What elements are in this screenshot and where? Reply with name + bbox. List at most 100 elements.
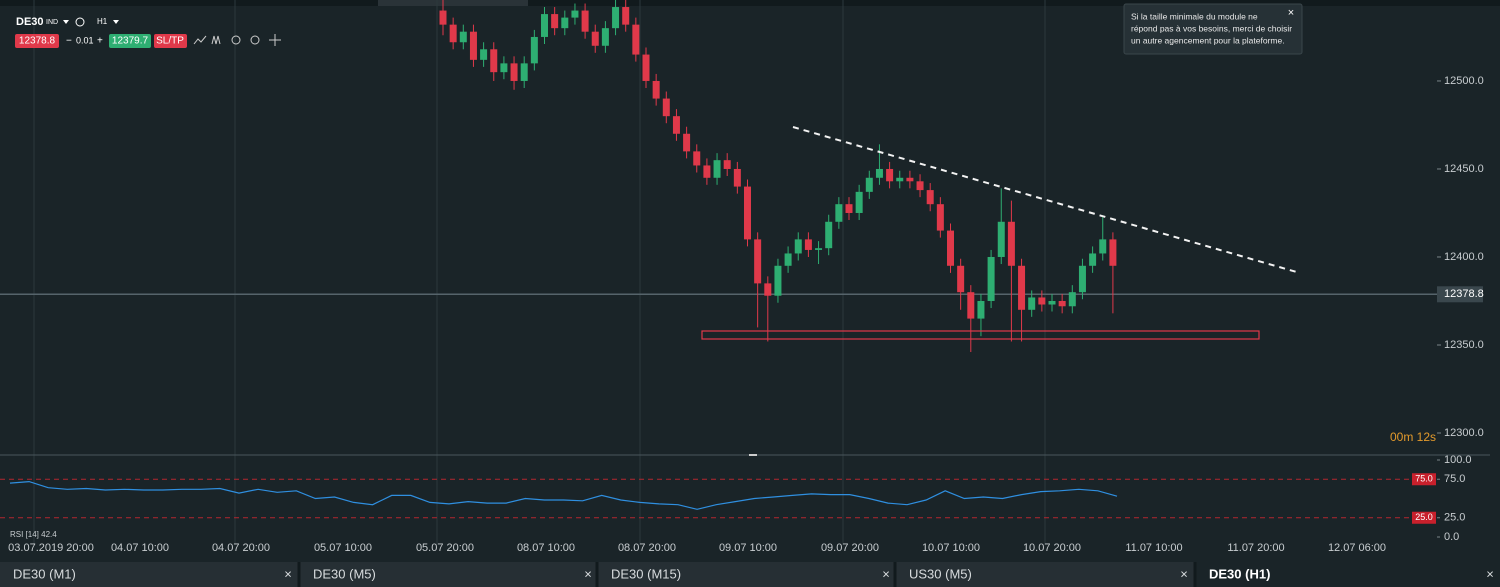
candle-body (612, 7, 620, 29)
info-icon[interactable] (75, 17, 85, 27)
toolbar: DE30 IND H1 12378.8 − 0.01 + 12379.7 SL/… (15, 16, 281, 48)
bid-price[interactable]: 12378.8 (19, 36, 56, 47)
chart-type-icon[interactable] (193, 35, 207, 45)
candle-body (754, 239, 762, 284)
candle-body (804, 239, 812, 250)
tooltip-box (1123, 3, 1303, 55)
level-badge (1412, 473, 1436, 486)
level-label: 25.0 (1415, 512, 1433, 522)
tab-close[interactable]: × (1180, 566, 1188, 581)
candle-body (1068, 292, 1076, 307)
timeframe[interactable]: H1 (97, 17, 108, 26)
tab-label[interactable]: DE30 (M15) (611, 566, 681, 581)
candle-body (774, 265, 782, 296)
candle-body (875, 168, 883, 178)
rsi-panel: 0.0 25.0 75.0 100.0 75.0 25.0 (0, 454, 1472, 543)
candle-body (581, 10, 589, 32)
candle-body (926, 190, 934, 205)
candle-body (784, 253, 792, 266)
tooltip-line: un autre agencement pour la plateforme. (1131, 35, 1285, 45)
candle-body (449, 24, 457, 43)
candle-body (825, 221, 833, 249)
tab-close[interactable]: × (284, 566, 292, 581)
y-tick-label: 12300.0 (1444, 427, 1484, 439)
symbol[interactable]: DE30 (16, 16, 44, 28)
tab-label[interactable]: US30 (M5) (909, 566, 972, 581)
x-tick-label: 11.07 10:00 (1125, 542, 1182, 554)
candle-body (896, 177, 904, 182)
candle-body (794, 239, 802, 254)
sltp-box[interactable] (154, 34, 187, 48)
candle-body (683, 133, 691, 152)
candle-body (855, 191, 863, 213)
x-tick-label: 09.07 10:00 (719, 542, 777, 554)
candle-body (1007, 221, 1015, 266)
candle-body (987, 256, 995, 301)
candle-body (490, 49, 498, 73)
candle-body (541, 14, 548, 37)
last-price-badge (1437, 286, 1483, 303)
candle-body (947, 230, 954, 266)
active-tab-bg (1196, 562, 1500, 587)
candle-body (865, 177, 873, 192)
x-tick-label: 05.07 10:00 (314, 542, 372, 554)
candle-body (510, 63, 518, 81)
sltp[interactable]: SL/TP (156, 36, 184, 47)
x-tick-label: 08.07 20:00 (618, 542, 676, 554)
candle-body (733, 168, 741, 187)
candle-body (936, 204, 944, 231)
y-tick-label: 100.0 (1444, 454, 1472, 466)
tab-close[interactable]: × (1486, 566, 1494, 581)
candle-body (886, 168, 894, 182)
x-tick-label: 09.07 20:00 (821, 542, 879, 554)
candle-body (1109, 239, 1117, 266)
last-price-label: 12378.8 (1444, 288, 1484, 300)
candle-body (571, 10, 579, 18)
zoom-in[interactable] (250, 35, 260, 45)
candle-body (906, 177, 914, 182)
zoom-out[interactable] (231, 35, 241, 45)
tab-label[interactable]: DE30 (M5) (313, 566, 376, 581)
x-tick-label: 10.07 20:00 (1023, 542, 1081, 554)
candle-body (1058, 300, 1066, 307)
ask-price[interactable]: 12379.7 (112, 36, 149, 47)
candle-body (815, 248, 823, 250)
candle-body (764, 283, 772, 296)
tab-label[interactable]: DE30 (H1) (1209, 566, 1270, 581)
tooltip-line: Si la taille minimale du module ne (1131, 11, 1258, 21)
indicator-icon[interactable] (211, 35, 221, 45)
lot-plus[interactable]: + (97, 36, 103, 47)
candle-body (632, 24, 640, 55)
candle-body (967, 292, 975, 319)
y-tick-label: 12500.0 (1444, 75, 1484, 87)
x-tick-label: 08.07 10:00 (517, 542, 575, 554)
bid-box[interactable] (15, 34, 59, 48)
x-tick-label: 11.07 20:00 (1227, 542, 1284, 554)
y-tick-label: 12400.0 (1444, 251, 1484, 263)
ask-box[interactable] (109, 34, 151, 48)
candle-body (1038, 297, 1046, 305)
dropdown[interactable] (113, 20, 119, 24)
candle-body (591, 31, 599, 46)
tab-label[interactable]: DE30 (M1) (13, 566, 76, 581)
vertical-grid (33, 0, 1046, 545)
candle-body (835, 204, 843, 222)
move-icon[interactable] (269, 34, 281, 46)
level-badge (1412, 511, 1436, 524)
tooltip-close[interactable]: × (1288, 7, 1294, 19)
tab-close[interactable]: × (882, 566, 890, 581)
candle-body (744, 186, 751, 240)
dropdown[interactable] (63, 20, 69, 24)
tab-close[interactable]: × (584, 566, 592, 581)
x-tick-label: 10.07 10:00 (922, 542, 980, 554)
lot-minus[interactable]: − (66, 36, 72, 47)
top-strip (0, 0, 1500, 6)
top-tab (378, 0, 528, 6)
y-tick-label: 12350.0 (1444, 339, 1484, 351)
y-tick-label: 12450.0 (1444, 163, 1484, 175)
price-panel: 12300.0 12350.0 12400.0 12450.0 12500.0 12378… (0, 0, 1484, 554)
candle-body (693, 151, 701, 166)
lot[interactable]: 0.01 (76, 35, 94, 45)
